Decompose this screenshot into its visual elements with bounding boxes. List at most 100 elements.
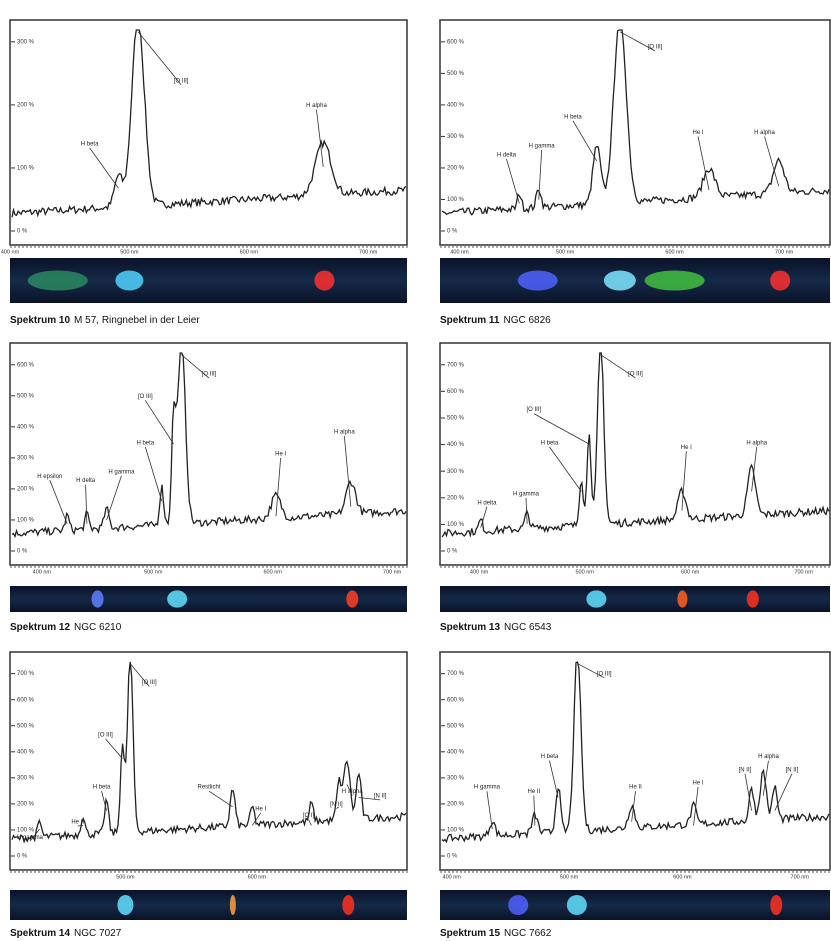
peak-label: H alpha	[306, 103, 327, 109]
y-tick-label: 200 %	[447, 495, 465, 501]
y-tick-label: 700 %	[17, 671, 35, 677]
x-tick-label: 700 nm	[794, 569, 813, 575]
emission-spot	[770, 895, 782, 915]
x-tick-label: 400 nm	[450, 249, 469, 255]
x-tick-label: 700 nm	[383, 569, 402, 575]
caption-label: Spektrum 15	[440, 928, 500, 939]
y-tick-label: 0 %	[447, 229, 458, 235]
x-tick-label: 700 nm	[775, 249, 794, 255]
peak-label: He I	[255, 807, 266, 813]
peak-label: [O III]	[202, 372, 217, 378]
caption-label: Spektrum 12	[10, 622, 70, 633]
spectrum-panel: 0 %100 %200 %300 %H beta[O III]H alpha40…	[1, 20, 408, 326]
caption-label: Spektrum 11	[440, 315, 500, 326]
spectrum-panel: 0 %100 %200 %300 %400 %500 %600 %700 %H …	[440, 652, 831, 939]
spectrum-image	[440, 586, 830, 612]
y-tick-label: 500 %	[17, 723, 35, 729]
peak-label: [O III]	[597, 671, 612, 677]
peak-label: [O III]	[142, 680, 157, 686]
peak-label: H gamma	[108, 469, 135, 475]
caption: Spektrum 13 NGC 6543	[440, 622, 552, 633]
y-tick-label: 600 %	[447, 39, 465, 45]
y-tick-label: 0 %	[17, 549, 28, 555]
spectrum-panel: 0 %100 %200 %300 %400 %500 %600 %H epsil…	[10, 343, 408, 633]
x-tick-label: 400 nm	[33, 569, 52, 575]
peak-label: He I	[693, 130, 704, 136]
y-tick-label: 400 %	[447, 442, 465, 448]
emission-spot	[346, 590, 358, 607]
emission-spot	[230, 895, 236, 915]
y-tick-label: 700 %	[447, 671, 465, 677]
y-tick-label: 200 %	[447, 801, 465, 807]
peak-label: Restlicht	[197, 785, 220, 791]
caption-label: Spektrum 13	[440, 622, 500, 633]
peak-label: H gamma	[513, 492, 540, 498]
y-tick-label: 400 %	[447, 749, 465, 755]
peak-label: He II	[528, 789, 541, 795]
emission-spot	[567, 895, 587, 915]
peak-label: [N II]	[330, 802, 343, 808]
y-tick-label: 300 %	[17, 775, 35, 781]
x-tick-label: 600 nm	[665, 249, 684, 255]
caption: Spektrum 11NGC 6826	[440, 315, 551, 326]
peak-label: H beta	[136, 440, 154, 446]
x-tick-label: 500 nm	[556, 249, 575, 255]
caption-text: NGC 7027	[74, 928, 122, 939]
peak-label: [O III]	[648, 45, 663, 51]
y-tick-label: 600 %	[17, 697, 35, 703]
x-tick-label: 700 nm	[791, 874, 810, 880]
x-tick-label: 400 nm	[470, 569, 489, 575]
peak-label: [O III]	[98, 732, 113, 738]
peak-label: H beta	[541, 440, 559, 446]
peak-label: He I	[693, 780, 704, 786]
y-tick-label: 200 %	[447, 166, 465, 172]
x-tick-label: 600 nm	[673, 874, 692, 880]
peak-label: H alpha	[754, 130, 775, 136]
emission-spot	[28, 271, 88, 291]
peak-label: H delta	[497, 153, 517, 159]
caption-text: NGC 6543	[504, 622, 552, 633]
caption-label: Spektrum 14	[10, 928, 70, 939]
peak-label: H gamma	[529, 144, 556, 150]
emission-spot	[342, 895, 354, 915]
y-tick-label: 700 %	[447, 362, 465, 368]
peak-label: [O III]	[628, 372, 643, 378]
caption: Spektrum 14 NGC 7027	[10, 928, 122, 939]
peak-label: H delta	[477, 500, 497, 506]
peak-label: H alpha	[334, 429, 355, 435]
y-tick-label: 100 %	[447, 522, 465, 528]
y-tick-label: 400 %	[17, 749, 35, 755]
spectrum-panel: 0 %100 %200 %300 %400 %500 %600 %700 %H …	[440, 343, 831, 633]
y-tick-label: 100 %	[17, 518, 35, 524]
y-tick-label: 200 %	[17, 102, 35, 108]
emission-spot	[586, 590, 606, 607]
y-tick-label: 400 %	[447, 102, 465, 108]
peak-label: H beta	[93, 785, 111, 791]
x-tick-label: 600 nm	[240, 249, 259, 255]
emission-spot	[167, 590, 187, 607]
emission-spot	[677, 590, 687, 607]
emission-spot	[117, 895, 133, 915]
caption-text: NGC 7662	[504, 928, 552, 939]
x-tick-label: 600 nm	[681, 569, 700, 575]
x-tick-label: 700 nm	[359, 249, 378, 255]
caption: Spektrum 12 NGC 6210	[10, 622, 122, 633]
emission-spot	[770, 271, 790, 291]
y-tick-label: 600 %	[447, 697, 465, 703]
peak-label: H beta	[541, 754, 559, 760]
peak-label: He I	[275, 452, 286, 458]
caption: Spektrum 15 NGC 7662	[440, 928, 552, 939]
caption-text: NGC 6210	[74, 622, 122, 633]
y-tick-label: 0 %	[17, 229, 28, 235]
caption-text: M 57, Ringnebel in der Leier	[74, 315, 200, 326]
chart-frame	[10, 20, 407, 245]
y-tick-label: 0 %	[447, 854, 458, 860]
y-tick-label: 300 %	[17, 39, 35, 45]
emission-spot	[747, 590, 759, 607]
y-tick-label: 100 %	[17, 166, 35, 172]
figure-page: 0 % 100 % 200 % 300 % H beta [O III] H alpha 40…	[0, 0, 831, 941]
y-tick-label: 500 %	[447, 723, 465, 729]
x-tick-label: 400 nm	[1, 249, 20, 255]
emission-spot	[314, 271, 334, 291]
